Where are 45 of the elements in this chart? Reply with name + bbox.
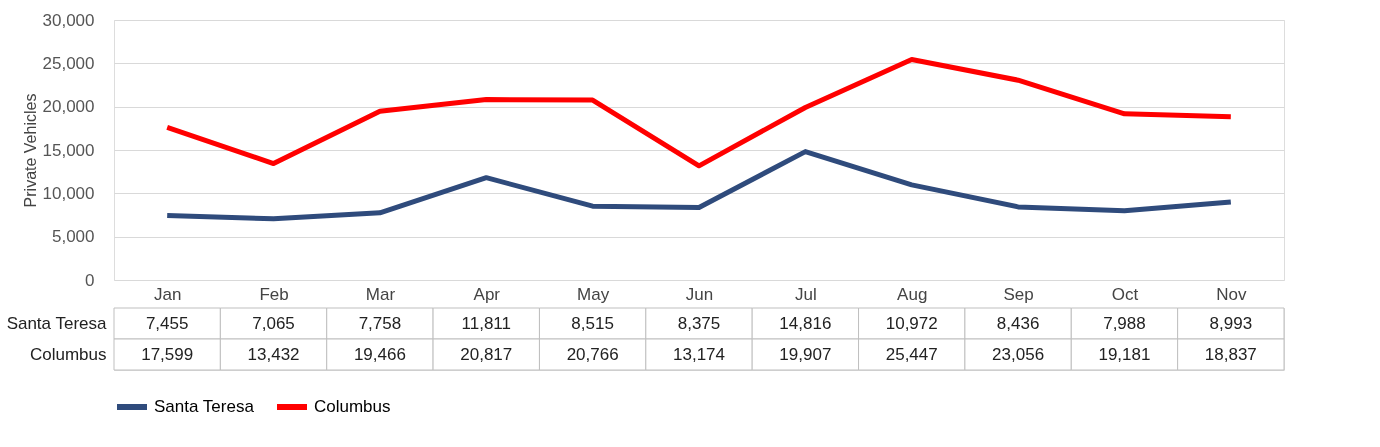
data-label: 19,466: [353, 344, 406, 364]
data-label: 25,447: [885, 344, 938, 364]
data-label: 14,816: [779, 313, 832, 333]
x-tick-label: Mar: [365, 284, 396, 304]
y-tick-label: 5,000: [51, 227, 95, 247]
x-tick-label: Aug: [897, 284, 928, 304]
data-label: 20,766: [566, 344, 619, 364]
x-tick-label: May: [577, 284, 610, 304]
data-label: 8,436: [996, 313, 1040, 333]
data-label: 13,432: [247, 344, 300, 364]
data-label: 7,988: [1103, 313, 1146, 333]
y-axis-title: Private Vehicles: [21, 93, 39, 208]
data-label: 19,907: [779, 344, 832, 364]
text: Columbus: [29, 344, 107, 364]
data-label: 8,375: [677, 313, 721, 333]
data-label: 13,174: [673, 344, 725, 364]
y-tick-label: 20,000: [42, 97, 95, 117]
text: Santa Teresa: [6, 313, 107, 333]
data-label: 7,455: [145, 313, 189, 333]
data-label: 19,181: [1098, 344, 1151, 364]
x-tick-label: Jun: [685, 284, 714, 304]
x-tick-label: Jan: [153, 284, 182, 304]
y-tick-label: 0: [85, 270, 95, 290]
data-label: 8,993: [1209, 313, 1253, 333]
x-tick-label: Nov: [1216, 284, 1247, 304]
data-label: 10,972: [885, 313, 938, 333]
legend-label: Santa Teresa: [154, 397, 255, 416]
data-label: 23,056: [992, 344, 1045, 364]
data-label: 17,599: [141, 344, 194, 364]
data-label: 11,811: [461, 313, 512, 333]
data-label: 18,837: [1204, 344, 1257, 364]
x-tick-label: Feb: [259, 284, 289, 304]
y-tick-label: 30,000: [42, 10, 95, 30]
y-tick-label: 25,000: [42, 53, 95, 73]
x-tick-label: Sep: [1003, 284, 1034, 304]
data-label: 20,817: [460, 344, 513, 364]
data-label: 8,515: [571, 313, 614, 333]
x-tick-label: Apr: [473, 284, 501, 304]
y-tick-label: 10,000: [42, 183, 95, 203]
x-tick-label: Jul: [795, 284, 817, 304]
legend-label: Columbus: [314, 397, 391, 416]
data-label: 7,758: [358, 313, 402, 333]
data-label: 7,065: [252, 313, 295, 333]
y-tick-label: 15,000: [42, 140, 95, 160]
x-tick-label: Oct: [1111, 284, 1139, 304]
